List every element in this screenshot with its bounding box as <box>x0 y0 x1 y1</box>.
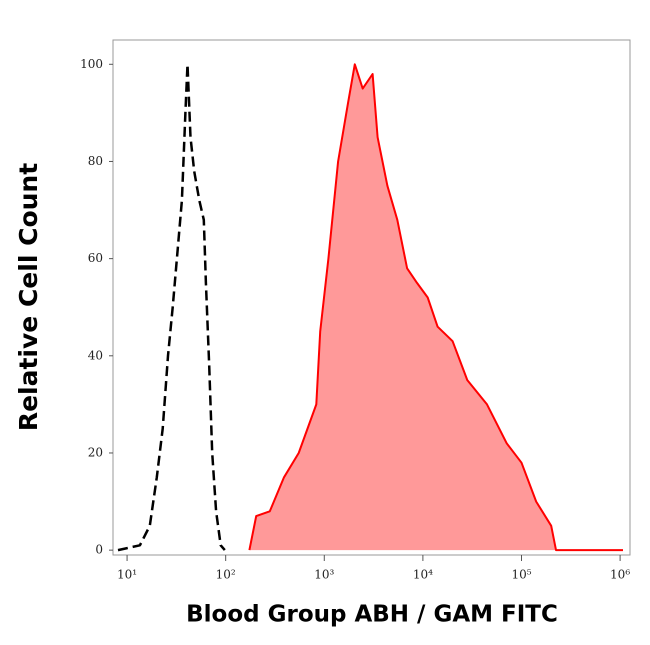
y-axis-label: Relative Cell Count <box>14 163 43 431</box>
x-tick-label: 10⁵ <box>511 568 531 582</box>
histogram-line <box>117 63 226 552</box>
histogram-area <box>249 64 623 551</box>
x-axis-label: Blood Group ABH / GAM FITC <box>186 602 558 628</box>
histogram-line <box>248 63 623 552</box>
x-tick-label: 10² <box>216 568 236 582</box>
y-tick-label: 60 <box>88 251 103 265</box>
y-tick-label: 0 <box>95 543 103 557</box>
y-tick-label: 20 <box>88 445 103 459</box>
x-tick-label: 10⁶ <box>610 568 630 582</box>
y-tick-label: 100 <box>80 57 103 71</box>
x-tick-label: 10⁴ <box>413 568 433 582</box>
x-tick-label: 10³ <box>314 568 334 582</box>
y-tick-label: 80 <box>88 154 103 168</box>
y-tick-label: 40 <box>88 348 103 362</box>
plot-frame <box>112 39 631 556</box>
x-tick-label: 10¹ <box>117 568 137 582</box>
